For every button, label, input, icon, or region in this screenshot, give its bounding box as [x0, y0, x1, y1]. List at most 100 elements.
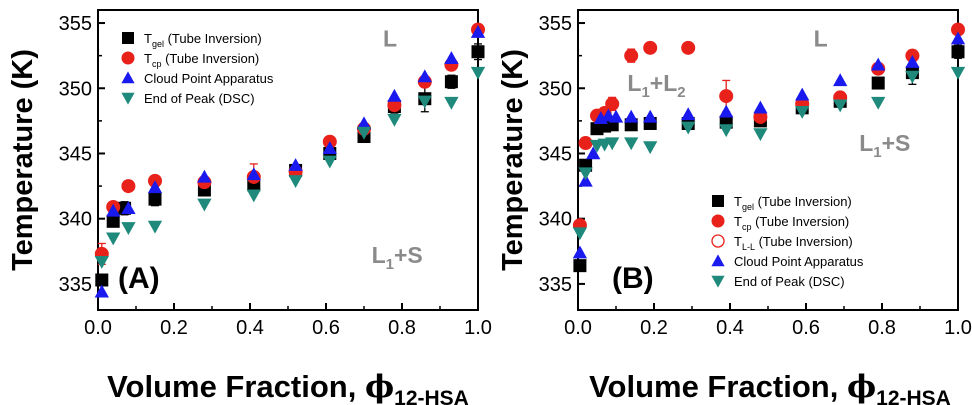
- panel-a-point-end-of-peak-dsc-: [197, 199, 211, 212]
- panel-a-x-tick-label: 0.6: [312, 317, 340, 339]
- panel-b-point-cloud-point-apparatus: [833, 73, 847, 86]
- panel-a-y-axis-label: Temperature (K): [7, 49, 39, 271]
- panel-b-point-end-of-peak-dsc-: [573, 227, 587, 240]
- panel-a-y-tick-label: 355: [59, 13, 92, 35]
- panel-a-point-cloud-point-apparatus: [387, 89, 401, 102]
- panel-b-point-end-of-peak-dsc-: [624, 137, 638, 150]
- panel-a-point-tcp-tube-inversion-: [121, 179, 135, 193]
- panel-a-point-end-of-peak-dsc-: [323, 156, 337, 169]
- panel-b-legend: Tgel (Tube Inversion) Tcp (Tube Inversion…: [711, 194, 863, 289]
- panel-a-point-end-of-peak-dsc-: [106, 233, 120, 246]
- panel-b-legend-marker: [711, 276, 724, 288]
- panel-b-point-tcp-tube-inversion-: [681, 41, 695, 55]
- panel-b-legend-label: End of Peak (DSC): [734, 274, 845, 289]
- panel-b-legend-label: Tgel (Tube Inversion): [734, 194, 852, 212]
- panel-b-region-label: L1+L2: [627, 70, 685, 101]
- panel-a-x-tick-label: 0.0: [84, 317, 112, 339]
- panel-b-point-cloud-point-apparatus: [573, 245, 587, 258]
- panel-b-legend-marker: [712, 215, 725, 228]
- panel-b-y-tick-label: 340: [539, 209, 572, 231]
- panel-b-region-labels: L L1+L2 L1+S: [627, 26, 910, 161]
- panel-b-x-axis-label: Volume Fraction, ϕ12-HSA: [589, 369, 951, 405]
- panel-b-y-tick-label: 350: [539, 78, 572, 100]
- panel-b-point-cloud-point-apparatus: [624, 110, 638, 123]
- panel-b-ticks: 0.0 0.2 0.4 0.6 0.8 1.0 335 340 345 350 355: [539, 13, 972, 339]
- panel-b-x-axis-label-sub: 12-HSA: [876, 387, 951, 405]
- panel-b-point-end-of-peak-dsc-: [871, 97, 885, 110]
- panel-b-legend-marker: [712, 235, 724, 247]
- panel-b-legend-entry: End of Peak (DSC): [711, 274, 844, 289]
- panel-b-legend-label: TL-L (Tube Inversion): [734, 234, 853, 252]
- panel-b-point-end-of-peak-dsc-: [719, 124, 733, 137]
- panel-b-x-tick-label: 0.0: [564, 317, 592, 339]
- panel-a-x-tick-label: 1.0: [464, 317, 492, 339]
- panel-a-legend-entry: Tcp (Tube Inversion): [122, 51, 260, 69]
- panel-a-point-end-of-peak-dsc-: [148, 221, 162, 234]
- panel-a-point-cloud-point-apparatus: [95, 285, 109, 298]
- panel-b-point-tgel-tube-inversion-: [872, 77, 885, 90]
- panel-a-point-end-of-peak-dsc-: [471, 67, 485, 80]
- panel-a-chart: 0.0 0.2 0.4 0.6 0.8 1.0335340345350355 LL1+S …: [7, 10, 492, 405]
- panel-b-point-end-of-peak-dsc-: [643, 141, 657, 154]
- panel-a-legend-marker: [122, 32, 134, 44]
- panel-a-label: (A): [118, 262, 160, 295]
- panel-b-legend-marker: [711, 254, 724, 266]
- panel-a-point-end-of-peak-dsc-: [247, 189, 261, 202]
- panel-a-x-axis-label-phi: ϕ: [365, 369, 394, 405]
- panel-a-point-tgel-tube-inversion-: [149, 193, 162, 206]
- panel-b-y-tick-label: 335: [539, 274, 572, 296]
- panel-b-point-tcp-tube-inversion-: [719, 89, 733, 103]
- panel-a-y-tick-label: 345: [59, 143, 92, 165]
- panel-b-x-tick-label: 0.6: [792, 317, 820, 339]
- panel-a-legend-marker: [121, 71, 134, 83]
- panel-b-x-tick-label: 0.2: [640, 317, 668, 339]
- panel-a-point-cloud-point-apparatus: [418, 69, 432, 82]
- panel-a-legend-label: Tgel (Tube Inversion): [144, 31, 262, 49]
- panel-b-y-tick-label: 345: [539, 143, 572, 165]
- panel-a-point-tgel-tube-inversion-: [107, 215, 120, 228]
- panel-b-region-label: L: [814, 26, 828, 52]
- panel-a-point-tgel-tube-inversion-: [445, 75, 458, 88]
- panel-b-legend-label: Cloud Point Apparatus: [734, 254, 864, 269]
- panel-a-legend-label: End of Peak (DSC): [144, 91, 255, 106]
- panel-b-point-cloud-point-apparatus: [753, 101, 767, 114]
- panel-b-point-tcp-tube-inversion-: [605, 97, 619, 111]
- panel-a-x-axis-label: Volume Fraction, ϕ12-HSA: [107, 369, 469, 405]
- panel-b-x-tick-label: 0.4: [716, 317, 744, 339]
- panel-b-legend-entry: Cloud Point Apparatus: [711, 254, 863, 269]
- panel-b-legend-entry: Tcp (Tube Inversion): [712, 214, 850, 232]
- panel-b-y-tick-label: 355: [539, 13, 572, 35]
- panel-b-x-tick-label: 1.0: [944, 317, 972, 339]
- panel-a-y-tick-label: 350: [59, 78, 92, 100]
- panel-a-point-cloud-point-apparatus: [444, 51, 458, 64]
- panel-a-point-end-of-peak-dsc-: [288, 175, 302, 188]
- panel-a-x-tick-label: 0.2: [160, 317, 188, 339]
- panel-b-chart: 0.0 0.2 0.4 0.6 0.8 1.0 335 340 345 350 355 L L1+L2…: [497, 10, 972, 405]
- panel-b-x-axis-label-main: Volume Fraction,: [589, 369, 847, 404]
- panel-a-point-end-of-peak-dsc-: [444, 97, 458, 110]
- panel-a-x-axis-label-sub: 12-HSA: [394, 387, 469, 405]
- panel-a-point-tgel-tube-inversion-: [95, 274, 108, 287]
- panel-a-legend-label: Cloud Point Apparatus: [144, 71, 274, 86]
- panel-a-point-end-of-peak-dsc-: [95, 256, 109, 269]
- panel-a-legend-entry: Tgel (Tube Inversion): [122, 31, 262, 49]
- panel-b-y-axis-label: Temperature (K): [497, 49, 529, 271]
- panel-a-y-tick-label: 340: [59, 209, 92, 231]
- panel-b-point-cloud-point-apparatus: [643, 110, 657, 123]
- panel-a-region-labels: L L1+S: [372, 26, 423, 274]
- panel-a-y-tick-label: 335: [59, 274, 92, 296]
- panel-b-legend-marker: [712, 195, 724, 207]
- panel-a-legend: Tgel (Tube Inversion) Tcp (Tube Inversion…: [121, 31, 273, 106]
- panel-b-point-end-of-peak-dsc-: [753, 128, 767, 141]
- panel-a-point-tgel-tube-inversion-: [472, 45, 485, 58]
- panel-b-point-end-of-peak-dsc-: [951, 67, 965, 80]
- panel-b-point-cloud-point-apparatus: [719, 105, 733, 118]
- panel-a-region-label: L1+S: [372, 242, 423, 273]
- panel-a-x-axis-label-main: Volume Fraction,: [107, 369, 365, 404]
- panel-b-legend-label: Tcp (Tube Inversion): [734, 214, 849, 232]
- panel-b-point-end-of-peak-dsc-: [578, 167, 592, 180]
- panel-b-legend-entry: TL-L (Tube Inversion): [712, 234, 853, 252]
- panel-b-x-tick-label: 0.8: [868, 317, 896, 339]
- panel-a-x-tick-label: 0.4: [236, 317, 264, 339]
- panel-b-point-tcp-tube-inversion-: [643, 41, 657, 55]
